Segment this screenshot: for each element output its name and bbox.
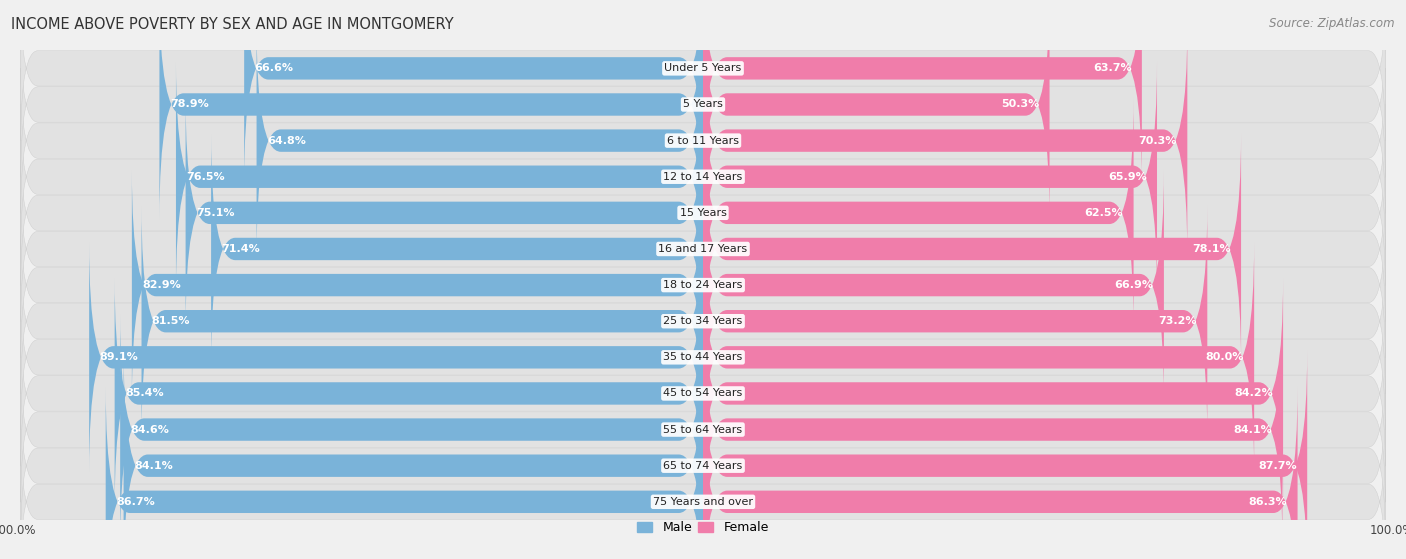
Text: 65.9%: 65.9% [1108, 172, 1147, 182]
Text: 66.9%: 66.9% [1115, 280, 1153, 290]
FancyBboxPatch shape [21, 249, 1385, 394]
Text: 76.5%: 76.5% [186, 172, 225, 182]
FancyBboxPatch shape [21, 357, 1385, 502]
Text: 87.7%: 87.7% [1258, 461, 1296, 471]
FancyBboxPatch shape [21, 212, 1385, 358]
Text: 80.0%: 80.0% [1205, 352, 1244, 362]
Text: 86.3%: 86.3% [1249, 497, 1288, 507]
Text: 50.3%: 50.3% [1001, 100, 1039, 110]
FancyBboxPatch shape [21, 104, 1385, 249]
FancyBboxPatch shape [89, 242, 703, 472]
FancyBboxPatch shape [245, 0, 703, 183]
Text: 63.7%: 63.7% [1092, 63, 1132, 73]
Text: 78.9%: 78.9% [170, 100, 208, 110]
FancyBboxPatch shape [120, 314, 703, 545]
Text: 89.1%: 89.1% [100, 352, 138, 362]
FancyBboxPatch shape [21, 0, 1385, 141]
FancyBboxPatch shape [105, 387, 703, 559]
FancyBboxPatch shape [703, 242, 1254, 472]
FancyBboxPatch shape [703, 314, 1282, 545]
Text: 81.5%: 81.5% [152, 316, 190, 326]
FancyBboxPatch shape [21, 140, 1385, 286]
Text: Source: ZipAtlas.com: Source: ZipAtlas.com [1270, 17, 1395, 30]
Text: 65 to 74 Years: 65 to 74 Years [664, 461, 742, 471]
Text: 75 Years and over: 75 Years and over [652, 497, 754, 507]
Text: 62.5%: 62.5% [1084, 208, 1123, 218]
FancyBboxPatch shape [115, 278, 703, 509]
Text: Under 5 Years: Under 5 Years [665, 63, 741, 73]
FancyBboxPatch shape [256, 25, 703, 256]
FancyBboxPatch shape [703, 278, 1284, 509]
FancyBboxPatch shape [21, 321, 1385, 466]
FancyBboxPatch shape [703, 134, 1241, 364]
FancyBboxPatch shape [703, 350, 1308, 559]
Text: 84.2%: 84.2% [1234, 389, 1272, 399]
Text: 78.1%: 78.1% [1192, 244, 1230, 254]
Text: 84.1%: 84.1% [134, 461, 173, 471]
Text: 85.4%: 85.4% [125, 389, 163, 399]
Text: 84.1%: 84.1% [1233, 425, 1272, 434]
FancyBboxPatch shape [21, 177, 1385, 321]
FancyBboxPatch shape [703, 98, 1133, 328]
FancyBboxPatch shape [21, 393, 1385, 538]
FancyBboxPatch shape [21, 68, 1385, 213]
FancyBboxPatch shape [703, 387, 1298, 559]
Text: 75.1%: 75.1% [195, 208, 235, 218]
Text: 70.3%: 70.3% [1139, 136, 1177, 145]
FancyBboxPatch shape [211, 134, 703, 364]
FancyBboxPatch shape [21, 32, 1385, 177]
Text: 84.6%: 84.6% [131, 425, 169, 434]
Text: 5 Years: 5 Years [683, 100, 723, 110]
Legend: Male, Female: Male, Female [633, 517, 773, 539]
FancyBboxPatch shape [703, 206, 1208, 437]
Text: 15 Years: 15 Years [679, 208, 727, 218]
FancyBboxPatch shape [703, 0, 1049, 220]
FancyBboxPatch shape [21, 285, 1385, 430]
FancyBboxPatch shape [142, 206, 703, 437]
Text: 45 to 54 Years: 45 to 54 Years [664, 389, 742, 399]
FancyBboxPatch shape [21, 429, 1385, 559]
Text: 35 to 44 Years: 35 to 44 Years [664, 352, 742, 362]
Text: 66.6%: 66.6% [254, 63, 294, 73]
Text: 12 to 14 Years: 12 to 14 Years [664, 172, 742, 182]
Text: 64.8%: 64.8% [267, 136, 305, 145]
Text: 25 to 34 Years: 25 to 34 Years [664, 316, 742, 326]
Text: 82.9%: 82.9% [142, 280, 181, 290]
Text: INCOME ABOVE POVERTY BY SEX AND AGE IN MONTGOMERY: INCOME ABOVE POVERTY BY SEX AND AGE IN M… [11, 17, 454, 32]
Text: 18 to 24 Years: 18 to 24 Years [664, 280, 742, 290]
Text: 86.7%: 86.7% [117, 497, 155, 507]
Text: 73.2%: 73.2% [1159, 316, 1197, 326]
FancyBboxPatch shape [186, 98, 703, 328]
FancyBboxPatch shape [132, 170, 703, 400]
FancyBboxPatch shape [124, 350, 703, 559]
FancyBboxPatch shape [703, 25, 1187, 256]
Text: 16 and 17 Years: 16 and 17 Years [658, 244, 748, 254]
Text: 6 to 11 Years: 6 to 11 Years [666, 136, 740, 145]
FancyBboxPatch shape [176, 61, 703, 292]
Text: 71.4%: 71.4% [221, 244, 260, 254]
Text: 55 to 64 Years: 55 to 64 Years [664, 425, 742, 434]
FancyBboxPatch shape [703, 170, 1164, 400]
FancyBboxPatch shape [703, 61, 1157, 292]
FancyBboxPatch shape [159, 0, 703, 220]
FancyBboxPatch shape [703, 0, 1142, 183]
